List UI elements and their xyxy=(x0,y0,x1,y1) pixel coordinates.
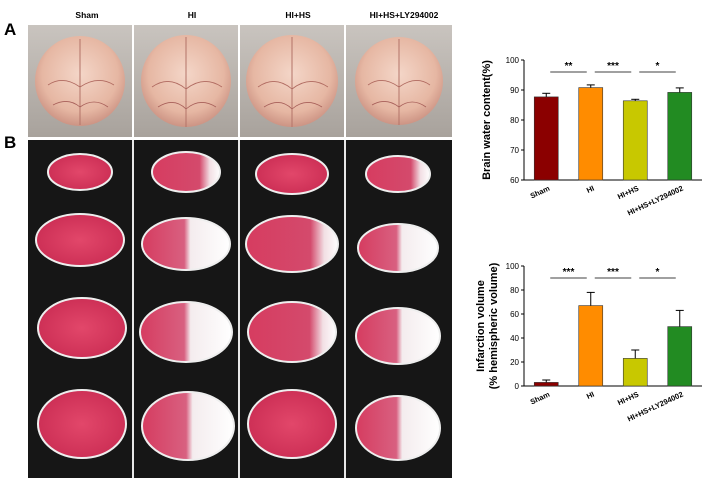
slices-hi xyxy=(139,151,235,461)
panel-label-b: B xyxy=(4,133,17,152)
brain-photos xyxy=(28,25,452,137)
slices-sham xyxy=(35,153,127,459)
water-bar-3 xyxy=(667,92,693,181)
infarct-ytick-label: 100 xyxy=(506,262,520,271)
infarct-ytick-label: 40 xyxy=(510,334,519,343)
water-ytick-label: 90 xyxy=(510,86,519,95)
group-label-hi: HI xyxy=(187,10,197,20)
infarct-bar-0 xyxy=(533,382,559,387)
water-xtick-label-0: Sham xyxy=(529,184,552,201)
ttc-slices xyxy=(28,140,452,478)
water-sig-label-1: *** xyxy=(607,61,619,72)
brain-photo-hi-hs-ly xyxy=(346,25,452,137)
chart-infarction-volume: Infarction volume(% hemispheric volume) 0… xyxy=(475,262,702,423)
water-ylabel: Brain water content(%) xyxy=(481,60,493,180)
infarct-sig-label-0: *** xyxy=(563,267,575,278)
infarct-sig-label-1: *** xyxy=(607,267,619,278)
water-ytick-label: 60 xyxy=(510,176,519,185)
water-sig-label-0: ** xyxy=(565,61,573,72)
brain-photo-sham xyxy=(28,25,132,137)
water-bar-1 xyxy=(578,87,604,181)
infarct-ytick-label: 20 xyxy=(510,358,519,367)
water-ytick-label: 100 xyxy=(506,56,520,65)
group-label-hi-hs: HI+HS xyxy=(285,10,311,20)
chart-brain-water-content: Brain water content(%) 60 70 80 90 100 Sham HI H… xyxy=(481,56,702,217)
ttc-slice-panel xyxy=(28,140,452,478)
group-label-sham: Sham xyxy=(75,10,99,20)
infarct-bar-2 xyxy=(622,358,648,387)
slices-hi-hs-ly xyxy=(355,155,441,461)
water-ytick-label: 80 xyxy=(510,116,519,125)
water-xtick-label-2: HI+HS xyxy=(616,184,640,202)
infarct-ylabel: Infarction volume(% hemispheric volume) xyxy=(475,262,500,389)
panel-label-a: A xyxy=(4,20,17,39)
infarct-xtick-label-0: Sham xyxy=(529,390,552,407)
infarct-bar-3 xyxy=(667,326,693,387)
infarct-xtick-label-1: HI xyxy=(585,390,596,401)
brain-photo-hi-hs xyxy=(240,25,344,137)
water-ytick-label: 70 xyxy=(510,146,519,155)
infarct-ytick-label: 0 xyxy=(515,382,520,391)
infarct-xtick-label-2: HI+HS xyxy=(616,390,640,408)
infarct-sig-label-2: * xyxy=(656,267,660,278)
water-bar-0 xyxy=(533,96,559,181)
brain-photo-hi xyxy=(134,25,238,137)
water-bar-2 xyxy=(622,100,648,181)
infarct-ytick-label: 80 xyxy=(510,286,519,295)
brain-photo-strip xyxy=(28,25,452,137)
infarct-ytick-label: 60 xyxy=(510,310,519,319)
group-label-hi-hs-ly: HI+HS+LY294002 xyxy=(369,10,439,20)
water-xtick-label-1: HI xyxy=(585,184,596,195)
infarct-bar-1 xyxy=(578,305,604,387)
water-sig-label-2: * xyxy=(656,61,660,72)
slices-hi-hs xyxy=(245,153,339,459)
